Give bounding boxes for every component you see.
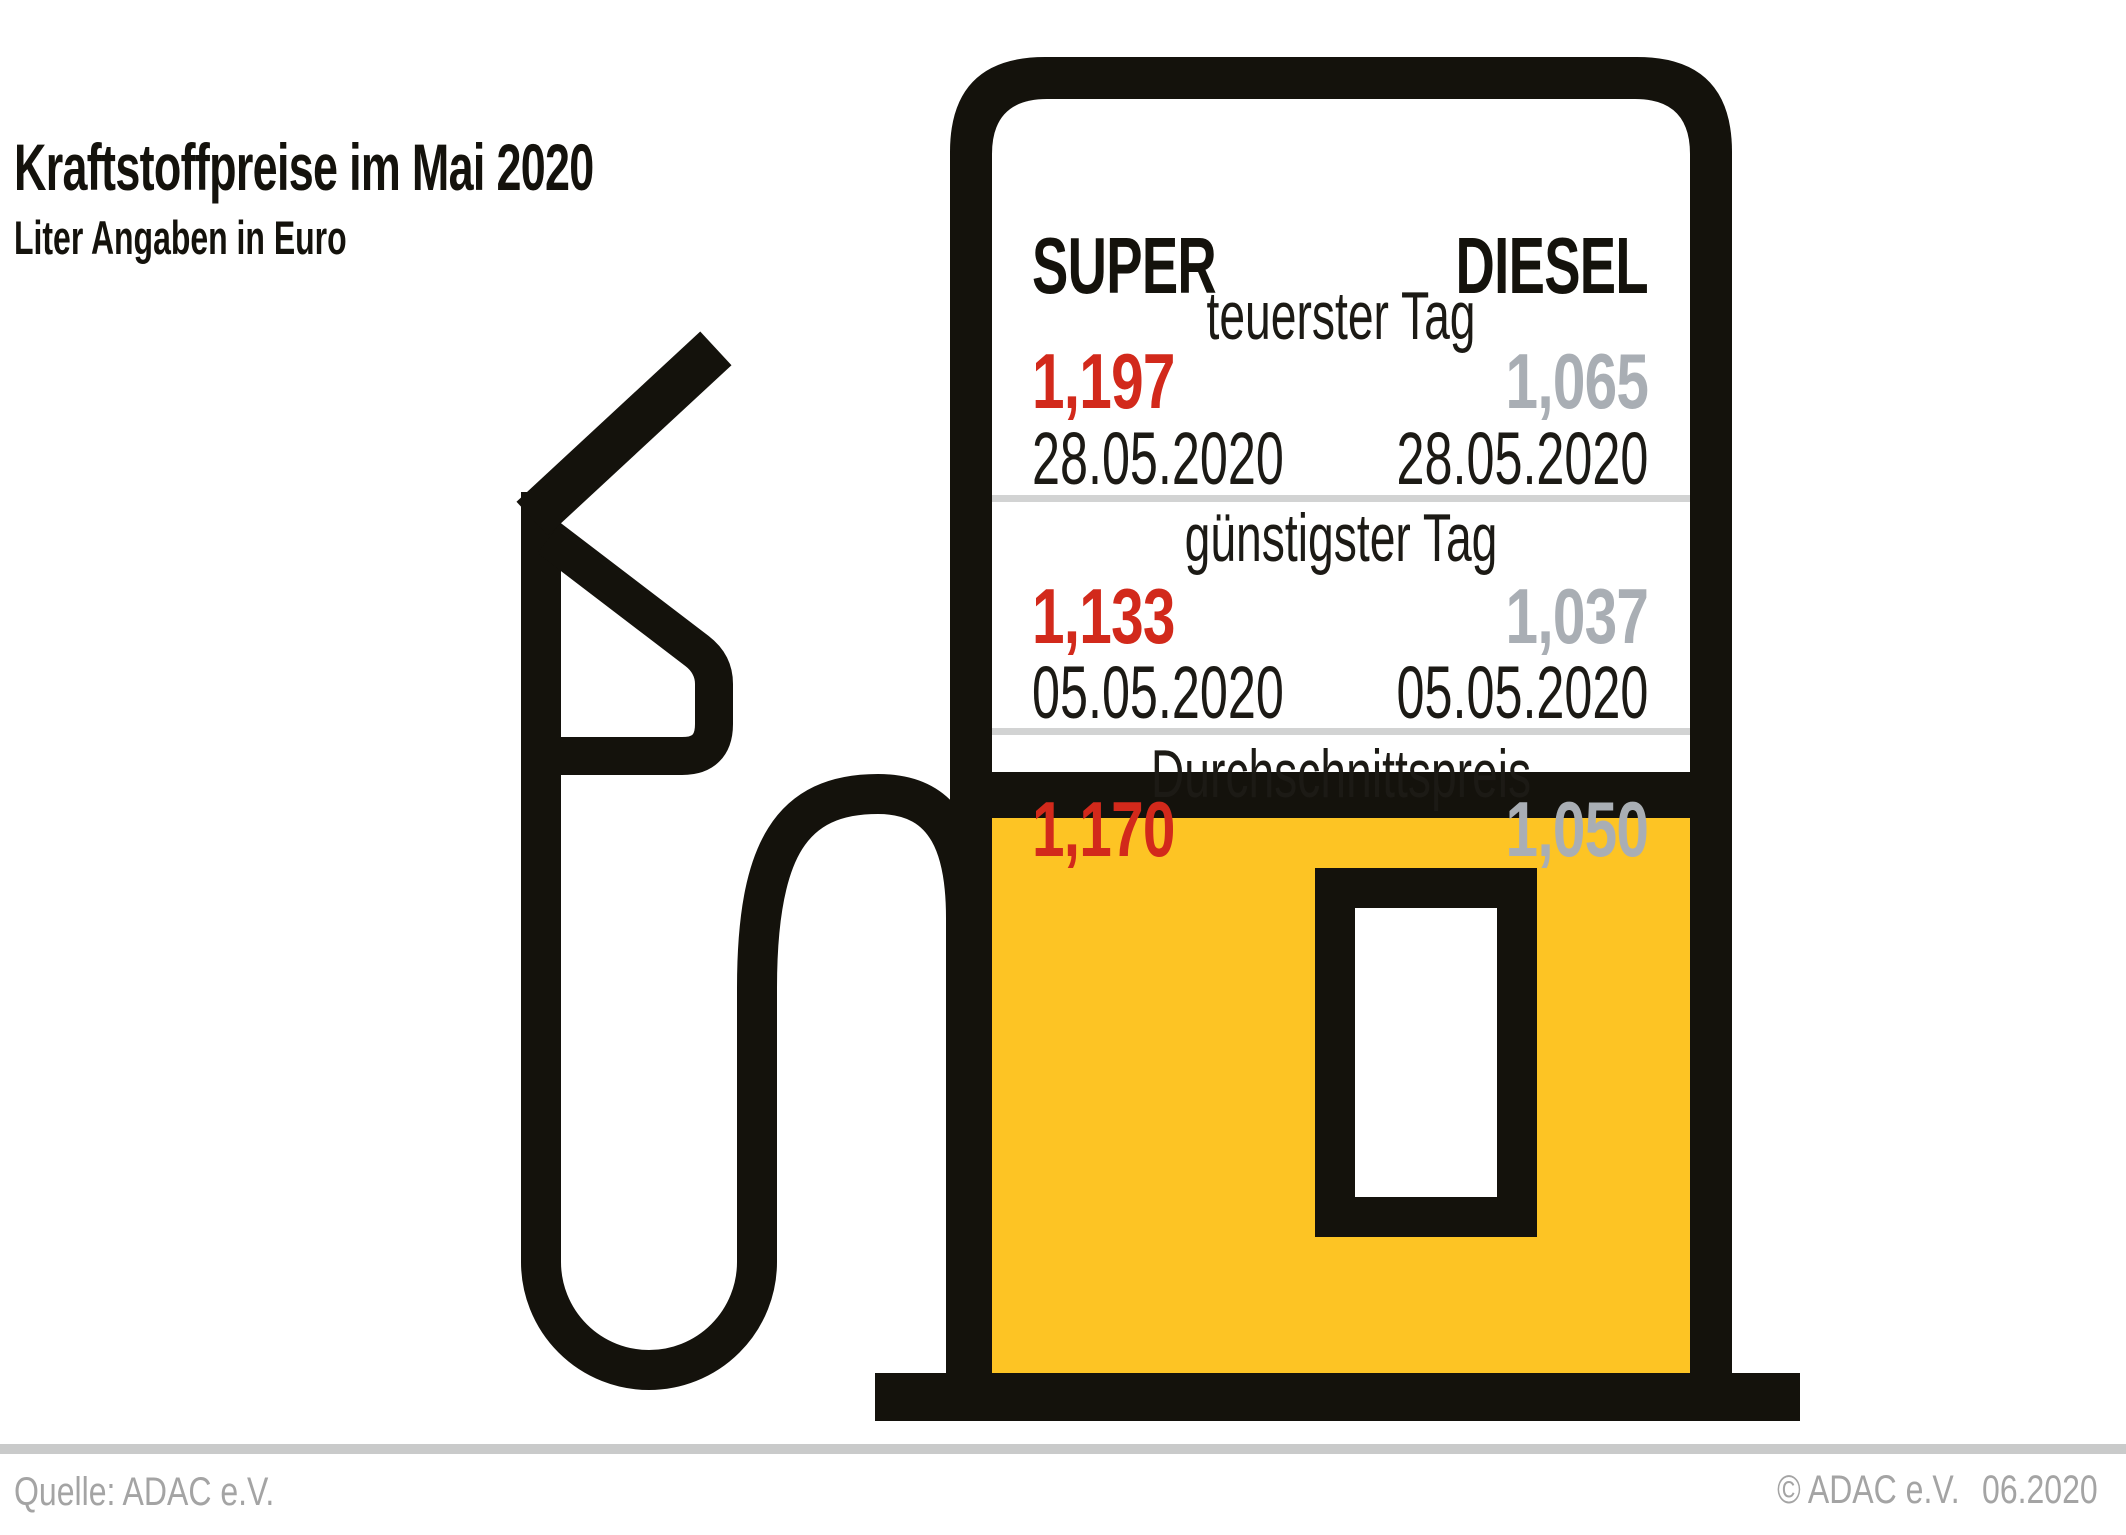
super-price-cheapest: 1,133: [1032, 572, 1175, 660]
super-price-most-expensive: 1,197: [1032, 337, 1175, 425]
nozzle-holster-slot: [1355, 908, 1497, 1197]
super-date-most-expensive: 28.05.2020: [1032, 417, 1284, 500]
super-date-cheapest: 05.05.2020: [1032, 651, 1284, 734]
column-header-super: SUPER: [1032, 221, 1217, 310]
diesel-price-cheapest: 1,037: [1505, 572, 1648, 660]
copyright-text: © ADAC e.V.: [1777, 1468, 1960, 1512]
display-divider: [992, 495, 1690, 502]
price-display: SUPER DIESEL teuerster Tag 1,197 1,065 2…: [992, 100, 1690, 868]
pump-base: [875, 1373, 1800, 1421]
diesel-price-average: 1,050: [1505, 785, 1648, 873]
diesel-date-most-expensive: 28.05.2020: [1396, 417, 1648, 500]
issue-date: 06.2020: [1982, 1468, 2098, 1512]
nozzle-spout: [516, 331, 732, 536]
diesel-date-cheapest: 05.05.2020: [1396, 651, 1648, 734]
column-header-diesel: DIESEL: [1455, 221, 1649, 310]
nozzle-handle: [537, 522, 733, 775]
section-label-most-expensive-day: teuerster Tag: [1206, 278, 1476, 354]
page-title: Kraftstoffpreise im Mai 2020: [14, 130, 594, 204]
diesel-price-most-expensive: 1,065: [1505, 337, 1648, 425]
section-label-average-price: Durchschnittspreis: [1150, 736, 1532, 812]
footer-divider: [0, 1444, 2126, 1454]
pump-display-panel: [992, 99, 1690, 772]
copyright-notice: © ADAC e.V. 06.2020: [1777, 1470, 2098, 1510]
display-divider: [992, 728, 1690, 735]
super-price-average: 1,170: [1032, 785, 1175, 873]
source-credit: Quelle: ADAC e.V.: [14, 1470, 275, 1514]
page-subtitle: Liter Angaben in Euro: [14, 211, 347, 264]
section-label-cheapest-day: günstigster Tag: [1184, 500, 1498, 576]
pump-hose: [521, 492, 986, 1390]
